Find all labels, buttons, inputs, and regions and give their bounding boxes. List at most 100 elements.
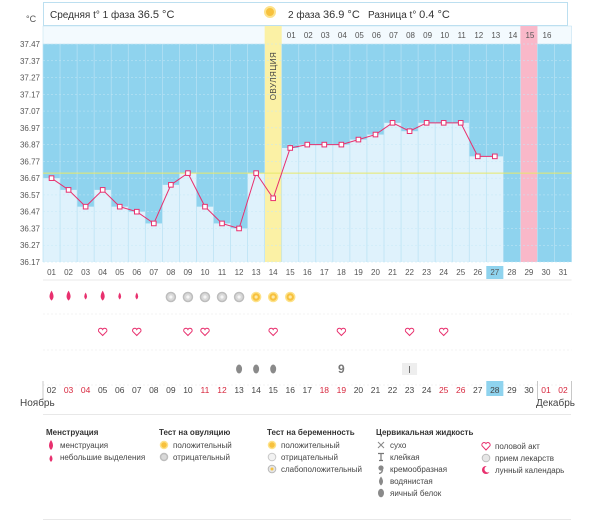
date-label: 12 [217, 385, 227, 395]
date-label: 07 [132, 385, 142, 395]
temperature-point [389, 120, 396, 126]
x-tick-label: 22 [405, 268, 414, 277]
ovulation-label: ОВУЛЯЦИЯ [269, 52, 278, 101]
top-day-label: 07 [389, 31, 398, 40]
heart-icon [200, 327, 210, 337]
cross-dry-icon [376, 440, 386, 450]
x-tick-label: 08 [166, 268, 175, 277]
temp-bar [384, 122, 402, 262]
circle-weak-icon [267, 464, 277, 474]
temperature-point [202, 203, 208, 210]
date-label: 16 [285, 385, 295, 395]
x-tick-label: 24 [439, 268, 448, 277]
swirl-creamy-icon [376, 464, 386, 474]
legend-label: половой акт [495, 441, 540, 451]
legend-item: кремообразная [376, 463, 473, 475]
top-day-label: 14 [508, 31, 517, 40]
drop-heavy-icon [100, 290, 105, 301]
legend-label: водянистая [390, 476, 433, 486]
date-label: 15 [268, 385, 278, 395]
legend-column: Цервикальная жидкость сухо клейкая кремообр… [376, 428, 473, 499]
sun-icon [264, 6, 276, 18]
temp-bar [401, 131, 419, 262]
top-day-label: 08 [406, 31, 415, 40]
temp-bar [418, 122, 436, 262]
x-tick-label: 11 [218, 268, 227, 277]
date-label: 30 [524, 385, 534, 395]
test-icon-core [237, 295, 241, 299]
legend-top-rule [43, 414, 571, 415]
x-tick-label: 14 [269, 268, 278, 277]
date-label: 17 [303, 385, 313, 395]
temp-bar [315, 144, 333, 262]
legend: Менструация менструация небольшие выделени… [46, 428, 576, 518]
y-tick-label: 36.67 [20, 174, 41, 183]
x-tick-label: 17 [320, 268, 329, 277]
legend-label: положительный [173, 440, 232, 450]
phase2-label: 2 фаза [288, 10, 321, 21]
drop-heavy-icon [46, 440, 56, 450]
date-label: 06 [115, 385, 125, 395]
date-label: 26 [456, 385, 466, 395]
heart-icon [481, 441, 491, 451]
x-tick-label: 12 [235, 268, 244, 277]
legend-item: положительный [159, 439, 232, 451]
temp-bar [179, 173, 197, 262]
temperature-point [338, 141, 345, 148]
x-tick-label: 04 [98, 268, 107, 277]
drop-light-icon [118, 292, 122, 300]
legend-item: положительный [267, 439, 362, 451]
heart-icon [97, 327, 108, 337]
legend-label: слабоположительный [281, 464, 362, 474]
temperature-point [253, 170, 259, 176]
x-tick-label: 06 [132, 268, 141, 277]
x-tick-label: 09 [183, 268, 192, 277]
date-label: 29 [507, 385, 517, 395]
legend-title: Тест на овуляцию [159, 428, 231, 437]
legend-label: прием лекарств [495, 453, 555, 463]
test-icon-core [203, 295, 207, 299]
temperature-chart: 01 02 03 04 05 06 07 08 09 10 11 12 13 14 15 16 ОВУЛЯЦИЯ… [20, 25, 572, 400]
temp-bar [128, 211, 146, 262]
top-day-label: 03 [321, 31, 330, 40]
legend-item: прием лекарств [481, 452, 564, 464]
temperature-point [185, 170, 191, 176]
top-day-label: 01 [287, 31, 296, 40]
y-tick-label: 37.37 [20, 57, 41, 66]
date-label: 28 [490, 385, 500, 395]
drop-egg-icon [270, 364, 277, 374]
legend-column: Тест на овуляцию положительный отрицательн… [159, 428, 232, 463]
date-label: 09 [166, 385, 176, 395]
temp-bar [366, 134, 384, 262]
pill-icon [481, 453, 491, 463]
legend-label: отрицательный [173, 452, 230, 462]
x-tick-label: 30 [542, 268, 551, 277]
temp-bar [196, 206, 214, 262]
legend-bottom-rule [43, 519, 571, 520]
top-day-label: 04 [338, 31, 347, 40]
temperature-point [321, 141, 328, 148]
date-label: 24 [422, 385, 432, 395]
x-tick-label: 15 [286, 268, 295, 277]
temperature-point [151, 220, 157, 227]
temp-bar [43, 178, 61, 262]
temperature-point [168, 182, 174, 188]
test-icon-core [288, 295, 292, 299]
x-tick-label: 29 [524, 268, 533, 277]
date-label: 22 [388, 385, 398, 395]
temp-bar [60, 189, 78, 262]
header-bar [43, 2, 568, 26]
sun-positive-icon [159, 440, 169, 450]
legend-title: Цервикальная жидкость [376, 428, 474, 437]
top-day-label: 16 [543, 31, 552, 40]
temperature-point [423, 120, 430, 126]
x-tick-label: 10 [201, 268, 210, 277]
legend-item: сухо [376, 439, 473, 451]
date-label: 10 [183, 385, 193, 395]
legend-item: отрицательный [267, 451, 362, 463]
x-tick-label: 05 [115, 268, 124, 277]
temp-bar [281, 147, 299, 262]
date-label: 27 [473, 385, 483, 395]
legend-label: лунный календарь [495, 465, 565, 475]
top-day-label: 12 [474, 31, 483, 40]
